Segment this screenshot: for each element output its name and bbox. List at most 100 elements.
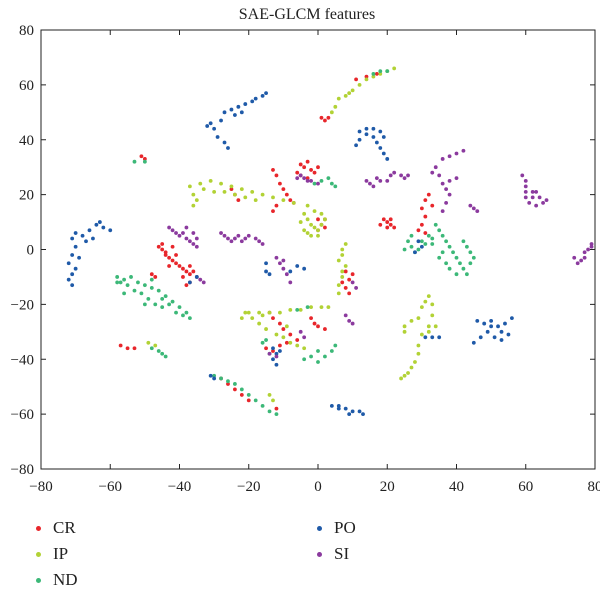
data-point-si xyxy=(243,236,248,241)
data-point-si xyxy=(406,173,410,178)
data-point-nd xyxy=(264,338,268,342)
data-point-ip xyxy=(336,283,341,288)
x-tick-label: 60 xyxy=(518,479,533,495)
data-point-nd xyxy=(458,261,462,266)
data-point-ip xyxy=(329,110,334,115)
data-point-ip xyxy=(347,91,352,96)
data-point-nd xyxy=(267,409,272,414)
data-point-si xyxy=(278,261,282,266)
data-point-po xyxy=(87,228,92,233)
data-point-si xyxy=(575,261,580,266)
data-point-nd xyxy=(132,159,137,164)
data-point-nd xyxy=(181,313,185,318)
data-point-po xyxy=(347,412,352,417)
data-point-ip xyxy=(298,307,303,312)
data-point-ip xyxy=(298,220,303,224)
data-point-ip xyxy=(153,343,158,348)
data-point-nd xyxy=(142,302,147,307)
data-point-nd xyxy=(139,291,144,296)
y-tick-label: 60 xyxy=(19,78,34,94)
data-point-po xyxy=(80,233,85,238)
data-point-nd xyxy=(464,272,469,277)
data-point-si xyxy=(281,258,286,263)
data-point-cr xyxy=(295,170,300,175)
data-point-ip xyxy=(433,324,438,329)
data-point-ip xyxy=(343,242,348,246)
data-point-cr xyxy=(423,198,428,203)
data-point-nd xyxy=(464,244,469,249)
data-point-si xyxy=(378,179,383,183)
data-point-po xyxy=(239,110,244,115)
data-point-po xyxy=(302,266,307,271)
series-po xyxy=(66,91,514,417)
data-point-ip xyxy=(336,258,341,263)
data-point-nd xyxy=(447,244,452,249)
data-point-cr xyxy=(246,398,251,403)
data-point-cr xyxy=(340,280,345,285)
data-point-po xyxy=(91,236,95,241)
data-point-ip xyxy=(271,195,275,200)
data-point-po xyxy=(489,318,494,323)
x-tick-label: 40 xyxy=(449,479,464,495)
data-point-si xyxy=(399,173,403,178)
data-point-po xyxy=(357,137,362,142)
data-point-si xyxy=(191,231,196,235)
data-point-nd xyxy=(253,398,258,403)
data-point-nd xyxy=(149,346,154,351)
data-point-nd xyxy=(329,349,334,353)
data-point-nd xyxy=(125,283,130,288)
data-point-nd xyxy=(444,239,449,244)
data-point-cr xyxy=(153,275,158,279)
data-point-cr xyxy=(343,269,348,274)
data-point-nd xyxy=(440,233,445,238)
data-point-ip xyxy=(201,187,206,192)
data-point-ip xyxy=(426,329,431,334)
data-point-nd xyxy=(142,159,147,164)
data-point-nd xyxy=(160,296,165,301)
data-point-cr xyxy=(426,192,431,197)
data-point-ip xyxy=(323,217,327,222)
data-point-ip xyxy=(406,371,410,375)
data-point-nd xyxy=(212,373,217,378)
data-point-po xyxy=(101,225,106,230)
data-point-nd xyxy=(163,354,168,359)
data-point-po xyxy=(485,329,490,334)
data-point-ip xyxy=(371,74,376,79)
data-point-si xyxy=(350,321,355,326)
data-point-ip xyxy=(312,209,317,213)
data-point-ip xyxy=(309,305,313,310)
data-point-po xyxy=(350,409,355,414)
x-tick-label: −40 xyxy=(168,479,191,495)
data-point-ip xyxy=(419,305,424,310)
data-point-ip xyxy=(426,294,431,299)
data-point-si xyxy=(530,195,535,200)
data-point-cr xyxy=(419,206,424,211)
data-point-nd xyxy=(156,288,161,293)
data-point-nd xyxy=(312,181,317,186)
data-point-si xyxy=(184,225,189,230)
data-point-ip xyxy=(402,373,407,378)
data-point-ip xyxy=(402,329,407,334)
data-point-ip xyxy=(423,299,428,304)
data-point-si xyxy=(437,173,442,178)
data-point-cr xyxy=(385,220,390,224)
data-point-nd xyxy=(426,233,431,238)
data-point-cr xyxy=(392,225,397,230)
data-point-si xyxy=(433,165,438,170)
data-point-po xyxy=(212,376,217,381)
axis-ticks: −80 −60 −40 −20 0 20 40 60 80 80 60 40 20 0 −20 −40 −60 −… xyxy=(11,23,600,495)
data-point-nd xyxy=(326,176,331,181)
data-point-si xyxy=(534,189,539,194)
data-point-si xyxy=(392,170,397,175)
data-point-cr xyxy=(174,261,178,266)
data-point-si xyxy=(302,176,307,181)
legend-marker-si xyxy=(317,551,322,557)
data-point-nd xyxy=(454,272,459,277)
data-point-si xyxy=(471,206,476,211)
data-point-cr xyxy=(378,222,383,227)
data-point-ip xyxy=(316,233,320,238)
data-point-po xyxy=(354,143,358,148)
data-point-si xyxy=(260,242,265,246)
data-point-cr xyxy=(167,264,172,268)
data-point-ip xyxy=(239,187,244,192)
